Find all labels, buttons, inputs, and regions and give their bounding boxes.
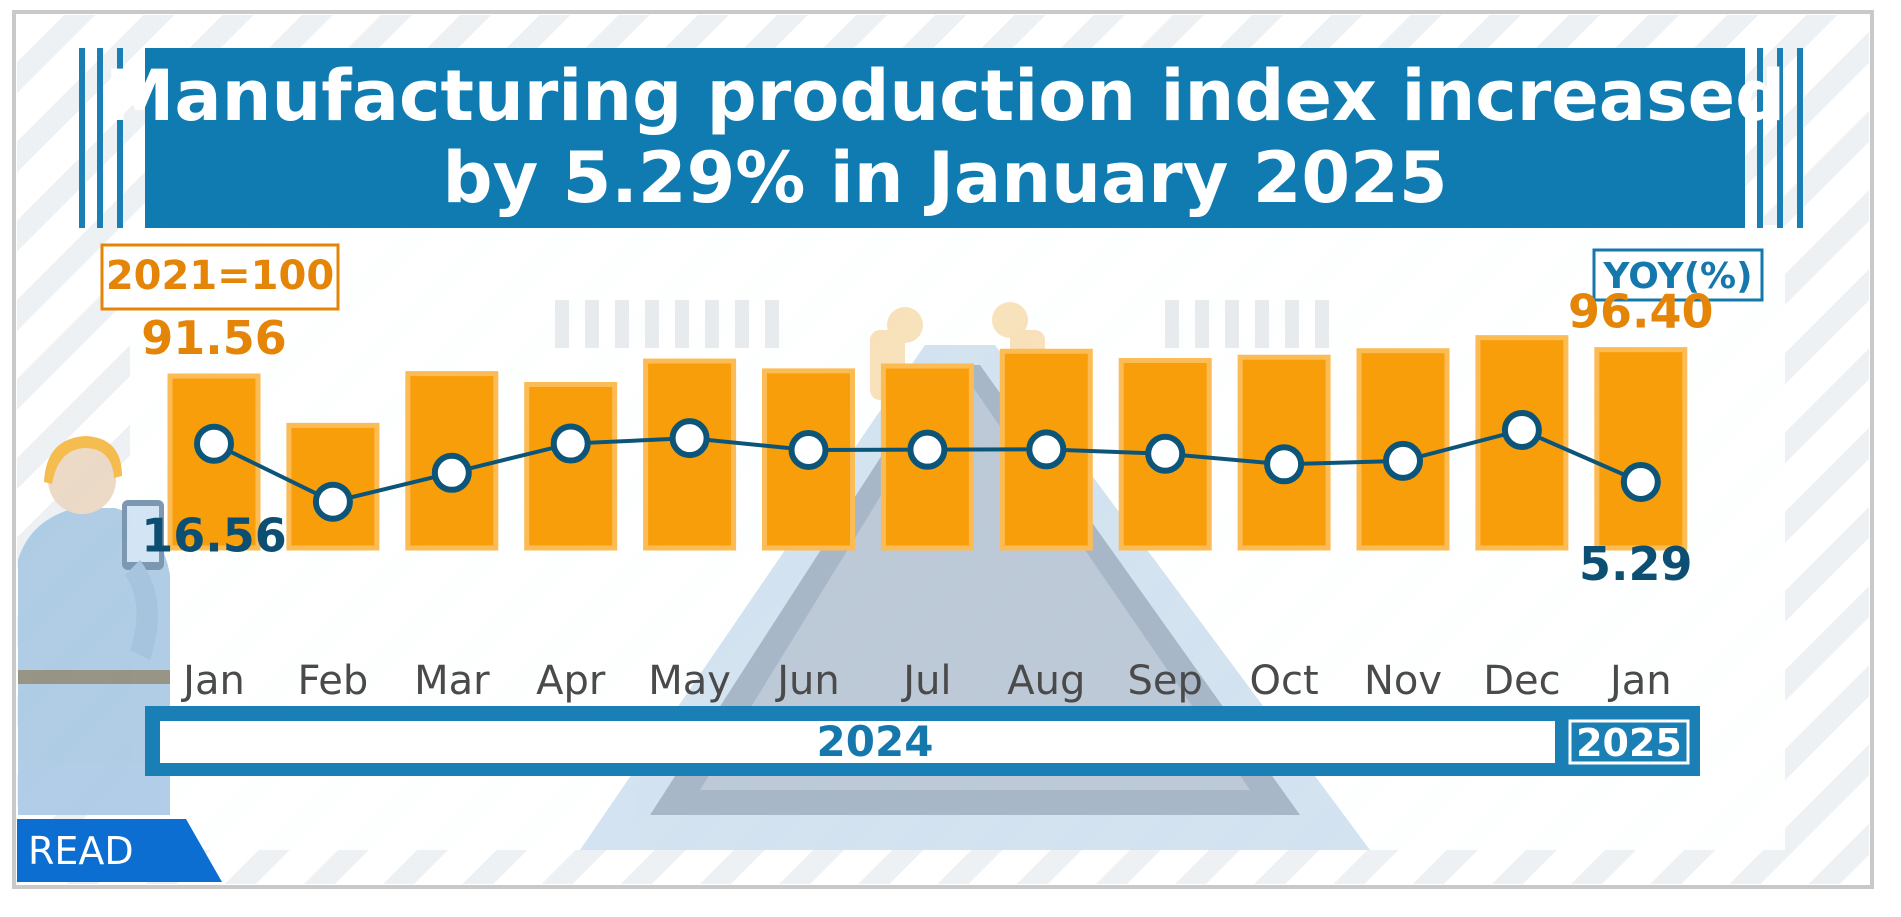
yoy-point-2 <box>312 481 353 522</box>
title-line-2: by 5.29% in January 2025 <box>442 137 1447 219</box>
x-tick-7: Jul <box>900 658 951 704</box>
x-axis-labels: Jan Feb Mar Apr May Jun Jul Aug Sep Oct Nov Dec Jan <box>180 658 1671 704</box>
yoy-point-13 <box>1620 462 1661 503</box>
yoy-point-7 <box>907 429 948 470</box>
index-base-box <box>100 243 340 311</box>
year-2024-label: 2024 <box>817 717 934 766</box>
yoy-point-8 <box>1026 429 1067 470</box>
yoy-point-4 <box>550 423 591 464</box>
year-2024-box <box>160 721 1555 763</box>
yoy-point-10 <box>1264 444 1305 485</box>
worker-illustration <box>18 436 170 815</box>
year-2025-box <box>1568 719 1690 765</box>
title-banner: Manufacturing production index increased… <box>79 48 1803 228</box>
yoy-point-1 <box>194 423 234 464</box>
x-tick-13: Jan <box>1607 658 1672 704</box>
x-tick-6: Jun <box>774 658 840 704</box>
x-tick-3: Mar <box>414 658 490 704</box>
yoy-point-9 <box>1145 433 1186 474</box>
yoy-point-12 <box>1501 409 1542 450</box>
year-band: 2024 2025 <box>145 706 1700 776</box>
bar-5 <box>643 358 737 551</box>
bar-13 <box>1594 347 1688 551</box>
x-tick-2: Feb <box>297 658 368 704</box>
bar-6 <box>762 368 855 551</box>
yoy-point-3 <box>431 452 472 493</box>
x-tick-9: Sep <box>1128 658 1203 704</box>
x-tick-4: Apr <box>536 658 606 704</box>
year-2025-label: 2025 <box>1576 721 1682 765</box>
bar-4 <box>524 382 618 551</box>
x-tick-10: Oct <box>1250 658 1319 704</box>
yoy-point-6 <box>788 430 829 471</box>
x-tick-11: Nov <box>1364 658 1442 704</box>
x-tick-5: May <box>648 658 731 704</box>
x-tick-8: Aug <box>1007 658 1085 704</box>
title-background <box>145 48 1745 228</box>
yoy-value-label: 5.29 <box>1579 537 1693 591</box>
bar-series <box>167 335 1688 551</box>
yoy-value-label: 16.56 <box>141 509 287 563</box>
bar-value-label: 91.56 <box>141 311 287 365</box>
x-tick-1: Jan <box>180 658 245 704</box>
data-labels: 91.56 96.40 16.56 5.29 <box>141 285 1713 591</box>
yoy-label: YOY(%) <box>1602 256 1752 297</box>
yoy-line-series <box>194 409 1661 522</box>
bar-10 <box>1237 354 1331 551</box>
read-badge[interactable]: READ <box>17 819 222 882</box>
bar-value-label: 96.40 <box>1568 285 1714 339</box>
x-tick-12: Dec <box>1483 658 1560 704</box>
index-base-label: 2021=100 <box>106 253 334 299</box>
yoy-point-11 <box>1383 440 1423 481</box>
yoy-box <box>1592 248 1764 302</box>
read-label[interactable]: READ <box>28 829 134 873</box>
yoy-point-5 <box>669 418 710 459</box>
title-line-1: Manufacturing production index increased <box>105 55 1786 137</box>
